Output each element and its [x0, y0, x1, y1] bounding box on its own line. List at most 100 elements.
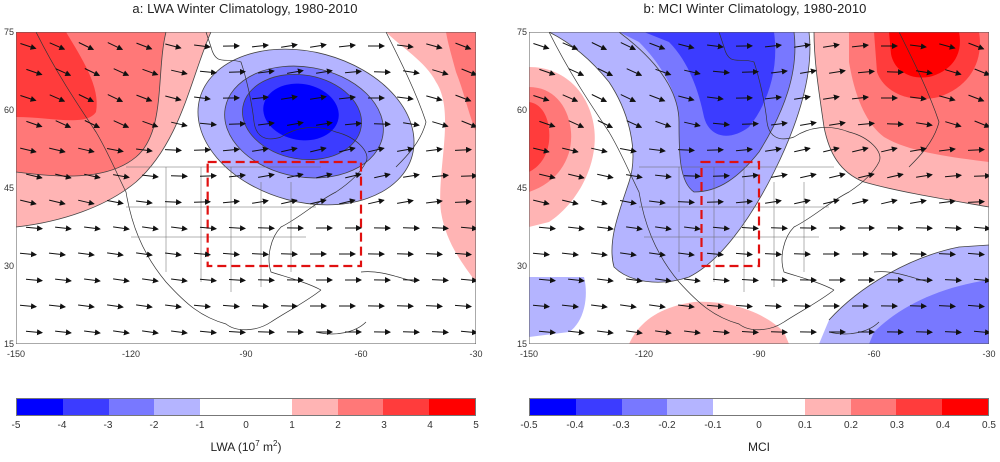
- wind-vector-arrow-icon: [741, 329, 759, 336]
- wind-vector-arrow-icon: [741, 225, 759, 232]
- wind-vector-arrow-icon: [257, 225, 275, 232]
- wind-vector-arrow-icon: [829, 172, 846, 179]
- wind-vector-arrow-icon: [113, 68, 130, 76]
- wind-vector-arrow-icon: [310, 198, 327, 205]
- lon-tick-label: -60: [867, 349, 881, 359]
- wind-vector-arrow-icon: [431, 225, 449, 232]
- wind-vector-arrow-icon: [823, 198, 840, 205]
- wind-vector-arrow-icon: [345, 172, 362, 179]
- wind-vector-arrow-icon: [649, 199, 666, 206]
- wind-vector-arrow-icon: [910, 146, 927, 153]
- wind-vector-arrow-icon: [142, 329, 159, 336]
- region-box: [700, 160, 761, 268]
- wind-vector-arrow-icon: [107, 94, 124, 102]
- wind-vector-arrow-icon: [257, 329, 275, 336]
- wind-vector-arrow-icon: [142, 120, 159, 128]
- wind-vector-arrow-icon: [19, 251, 37, 258]
- wind-vector-arrow-icon: [851, 42, 869, 49]
- wind-vector-arrow-icon: [426, 198, 443, 205]
- wind-vector-arrow-icon: [432, 69, 449, 76]
- wind-vector-arrow-icon: [431, 277, 449, 284]
- colorbar-segment: [429, 399, 475, 415]
- colorbar-segment: [530, 399, 576, 415]
- colorbar-segment: [17, 399, 63, 415]
- wind-vector-arrow-icon: [944, 172, 962, 179]
- wind-vector-arrow-icon: [454, 303, 472, 310]
- wind-vector-arrow-icon: [823, 94, 840, 101]
- wind-vector-arrow-icon: [591, 94, 608, 103]
- wind-vector-arrow-icon: [591, 42, 608, 51]
- colorbar-tick-label: 0: [243, 420, 249, 431]
- wind-vector-arrow-icon: [765, 198, 782, 205]
- wind-vector-arrow-icon: [142, 225, 159, 232]
- wind-vector-arrow-icon: [620, 251, 637, 258]
- colorbar-tick-label: 1: [289, 420, 295, 431]
- colorbar-segment: [758, 399, 805, 415]
- wind-vector-arrow-icon: [620, 42, 637, 50]
- wind-vector-arrow-icon: [455, 94, 472, 102]
- wind-vector-arrow-icon: [684, 69, 701, 76]
- wind-vector-arrow-icon: [655, 120, 672, 128]
- wind-vector-arrow-icon: [591, 303, 608, 310]
- wind-vector-arrow-icon: [938, 251, 956, 258]
- wind-vector-arrow-icon: [26, 120, 43, 128]
- wind-vector-arrow-icon: [562, 42, 579, 50]
- wind-vector-arrow-icon: [199, 277, 217, 284]
- wind-vector-arrow-icon: [113, 173, 130, 180]
- colorbar-tick-label: 2: [335, 420, 341, 431]
- wind-vector-arrow-icon: [136, 147, 153, 154]
- wind-vector-arrow-icon: [310, 42, 327, 49]
- colorbar-label: MCI: [748, 440, 770, 454]
- wind-vector-arrow-icon: [591, 251, 608, 258]
- wind-vector-arrow-icon: [287, 68, 304, 75]
- wind-vector-arrow-icon: [568, 329, 585, 336]
- wind-vector-arrow-icon: [49, 42, 66, 50]
- wind-vector-arrow-icon: [431, 172, 449, 179]
- wind-vector-arrow-icon: [770, 329, 788, 336]
- wind-vector-arrow-icon: [165, 251, 182, 258]
- wind-vector-arrow-icon: [78, 199, 95, 206]
- wind-vector-arrow-icon: [620, 94, 637, 102]
- wind-vector-arrow-icon: [164, 199, 182, 206]
- wind-vector-arrow-icon: [852, 198, 869, 205]
- lat-tick-label: 45: [516, 183, 527, 193]
- wind-vector-arrow-icon: [222, 251, 240, 258]
- wind-vector-arrow-icon: [84, 120, 101, 129]
- southern-anomalies: [529, 245, 989, 344]
- lat-tick-label: 15: [516, 339, 527, 349]
- wind-vector-arrow-icon: [967, 198, 985, 205]
- wind-vector-arrow-icon: [939, 198, 956, 205]
- wind-vector-arrow-icon: [113, 225, 130, 232]
- wind-vector-arrow-icon: [25, 225, 43, 232]
- wind-vector-arrow-icon: [374, 172, 391, 179]
- wind-vector-arrow-icon: [887, 172, 904, 179]
- wind-vector-arrow-icon: [620, 303, 637, 310]
- wind-vector-arrow-icon: [251, 303, 269, 310]
- coastline: [35, 32, 427, 335]
- wind-vector-arrow-icon: [626, 225, 643, 232]
- wind-vector-arrow-icon: [655, 277, 672, 284]
- wind-vector-arrow-icon: [829, 68, 846, 75]
- colorbar-segment: [62, 399, 109, 415]
- lon-tick-label: -150: [519, 349, 538, 359]
- wind-vector-arrow-icon: [426, 95, 443, 102]
- wind-vector-arrow-icon: [170, 173, 188, 180]
- panel-title: b: MCI Winter Climatology, 1980-2010: [643, 1, 867, 16]
- wind-vector-arrow-icon: [562, 199, 579, 206]
- wind-vector-arrow-icon: [193, 303, 211, 310]
- colorbar-segment: [383, 399, 430, 415]
- wind-vector-arrow-icon: [460, 277, 476, 284]
- wind-vector-arrow-icon: [735, 303, 753, 310]
- wind-vector-arrow-icon: [368, 146, 385, 153]
- colorbar-segment: [667, 399, 714, 415]
- colorbar-segment: [804, 399, 851, 415]
- wind-vector-arrow-icon: [368, 198, 385, 205]
- wind-vector-arrow-icon: [431, 329, 449, 336]
- wind-vector-arrow-icon: [561, 303, 579, 310]
- wind-vector-arrow-icon: [858, 172, 875, 179]
- lon-tick-label: -30: [469, 349, 483, 359]
- wind-vector-arrow-icon: [707, 43, 724, 50]
- wind-vector-arrow-icon: [881, 198, 898, 205]
- wind-vector-arrow-icon: [944, 225, 962, 232]
- wind-vector-arrow-icon: [397, 95, 414, 102]
